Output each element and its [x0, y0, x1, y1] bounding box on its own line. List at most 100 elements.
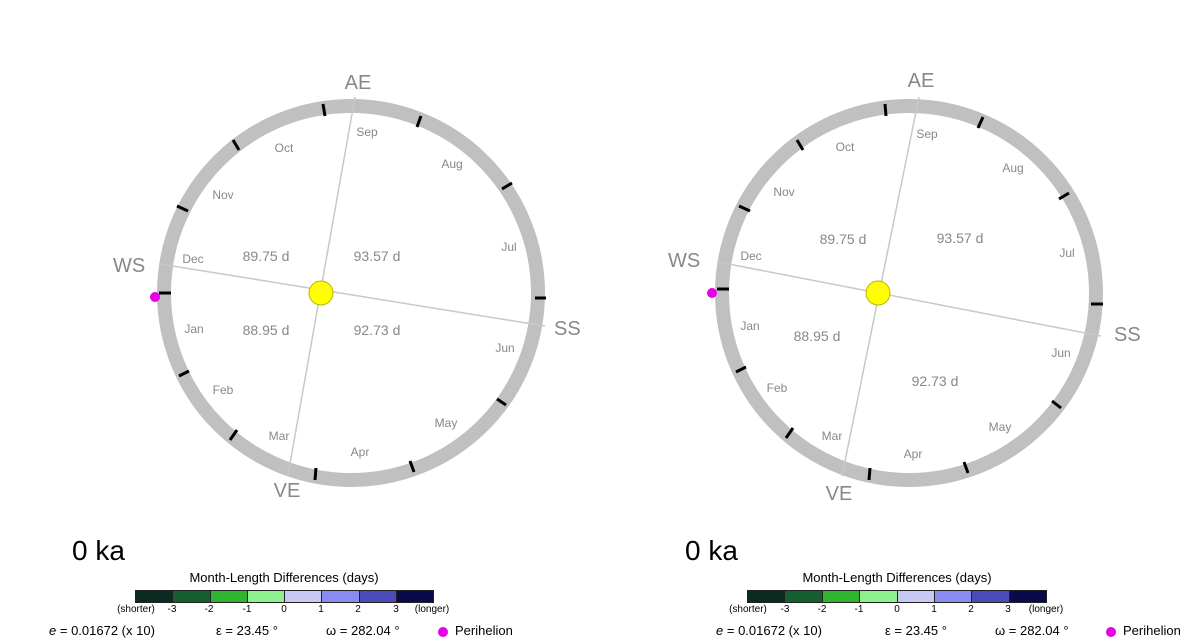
orbit-ring: [715, 99, 1103, 487]
season-length-ss-ae: 92.73 d: [354, 322, 401, 338]
color-swatch: [860, 591, 898, 602]
month-label: Jun: [1051, 346, 1070, 360]
legend-tick: -3: [167, 604, 177, 615]
season-length-ae-ws: 93.57 d: [937, 230, 984, 246]
season-label-ss: SS: [554, 318, 581, 340]
month-label: Jul: [501, 240, 516, 254]
color-swatch: [934, 591, 973, 602]
month-label: Mar: [269, 429, 290, 443]
sun: [865, 280, 891, 306]
season-label-ss: SS: [1114, 324, 1141, 346]
season-label-ve: VE: [274, 480, 301, 502]
season-length-ve-ss: 88.95 d: [243, 322, 290, 338]
color-swatch: [785, 591, 823, 602]
color-swatch: [396, 591, 433, 602]
legend-tick: 0: [281, 604, 287, 615]
precession-value: ω = 282.04 °: [326, 623, 400, 638]
month-label: Dec: [182, 252, 203, 266]
season-length-ws-ve: 89.75 d: [243, 248, 290, 264]
sun: [308, 280, 334, 306]
month-label: Nov: [773, 185, 794, 199]
legend-tick: 2: [968, 604, 974, 615]
color-swatch: [972, 591, 1010, 602]
eccentricity-value: e = 0.01672 (x 10): [716, 623, 822, 638]
color-swatch: [748, 591, 786, 602]
age-label: 0 ka: [72, 535, 125, 566]
legend-tick: -2: [204, 604, 214, 615]
month-label: Mar: [822, 429, 843, 443]
legend-tick: 1: [318, 604, 324, 615]
month-label: Feb: [213, 383, 234, 397]
legend-shorter-label: (shorter): [117, 604, 155, 615]
legend-tick: 1: [931, 604, 937, 615]
month-label: Oct: [275, 141, 294, 155]
season-label-ve: VE: [826, 483, 853, 505]
orbit-diagram: AE SS VE WS 89.75 d 93.57 d 88.95 d 92.7…: [113, 72, 581, 502]
color-swatch: [322, 591, 360, 602]
legend-shorter-label: (shorter): [729, 604, 767, 615]
legend-tick: 2: [355, 604, 361, 615]
color-swatch: [359, 591, 397, 602]
month-label: Feb: [767, 381, 788, 395]
legend-longer-label: (longer): [414, 604, 450, 615]
perihelion-legend-dot: [438, 627, 448, 637]
season-length-ss-ae: 92.73 d: [912, 373, 959, 389]
month-ticks: [159, 103, 546, 481]
color-swatch: [897, 591, 935, 602]
legend-tick: 0: [894, 604, 900, 615]
month-label: Sep: [356, 125, 378, 139]
month-label: Sep: [916, 127, 938, 141]
season-label-ae: AE: [908, 70, 935, 92]
orbit-ring: [157, 99, 545, 487]
perihelion-marker: [150, 292, 160, 302]
eccentricity-value: e = 0.01672 (x 10): [49, 623, 155, 638]
color-swatch: [285, 591, 323, 602]
month-label: Jan: [184, 322, 203, 336]
color-swatch: [136, 591, 174, 602]
color-swatch: [822, 591, 861, 602]
color-scale-bar: [135, 590, 434, 603]
obliquity-value: ε = 23.45 °: [216, 623, 278, 638]
color-scale-bar: [747, 590, 1047, 603]
color-swatch: [247, 591, 285, 602]
month-label: Apr: [351, 445, 370, 459]
month-label: Dec: [740, 249, 761, 263]
age-label: 0 ka: [685, 535, 738, 566]
color-swatch: [1009, 591, 1046, 602]
legend-title: Month-Length Differences (days): [802, 570, 992, 585]
month-label: May: [989, 420, 1012, 434]
month-label: Apr: [904, 447, 923, 461]
orbit-panel-right: AE SS VE WS 89.75 d 93.57 d 88.95 d 92.7…: [600, 0, 1200, 643]
month-label: Nov: [212, 188, 233, 202]
month-label: May: [435, 416, 458, 430]
month-label: Jul: [1059, 246, 1074, 260]
season-label-ae: AE: [345, 72, 372, 94]
legend-tick: 3: [1005, 604, 1011, 615]
month-label: Aug: [441, 157, 462, 171]
legend-tick: -3: [780, 604, 790, 615]
season-label-ws: WS: [668, 250, 700, 272]
perihelion-legend-dot: [1106, 627, 1116, 637]
obliquity-value: ε = 23.45 °: [885, 623, 947, 638]
perihelion-legend-label: Perihelion: [455, 623, 513, 638]
legend-tick: -2: [817, 604, 827, 615]
legend-tick: -1: [854, 604, 864, 615]
color-swatch: [210, 591, 248, 602]
month-label: Jan: [740, 319, 759, 333]
month-ticks: [717, 103, 1103, 481]
legend-longer-label: (longer): [1028, 604, 1064, 615]
orbit-diagram: AE SS VE WS 89.75 d 93.57 d 88.95 d 92.7…: [668, 70, 1141, 505]
orbit-panel-left: AE SS VE WS 89.75 d 93.57 d 88.95 d 92.7…: [49, 72, 581, 638]
precession-value: ω = 282.04 °: [995, 623, 1069, 638]
season-length-ws-ve: 89.75 d: [820, 231, 867, 247]
month-label: Aug: [1002, 161, 1023, 175]
color-swatch: [173, 591, 211, 602]
perihelion-marker: [707, 288, 717, 298]
month-label: Oct: [836, 140, 855, 154]
legend-tick: 3: [393, 604, 399, 615]
perihelion-legend-label: Perihelion: [1123, 623, 1181, 638]
season-label-ws: WS: [113, 255, 145, 277]
legend-title: Month-Length Differences (days): [189, 570, 379, 585]
season-length-ae-ws: 93.57 d: [354, 248, 401, 264]
month-label: Jun: [495, 341, 514, 355]
